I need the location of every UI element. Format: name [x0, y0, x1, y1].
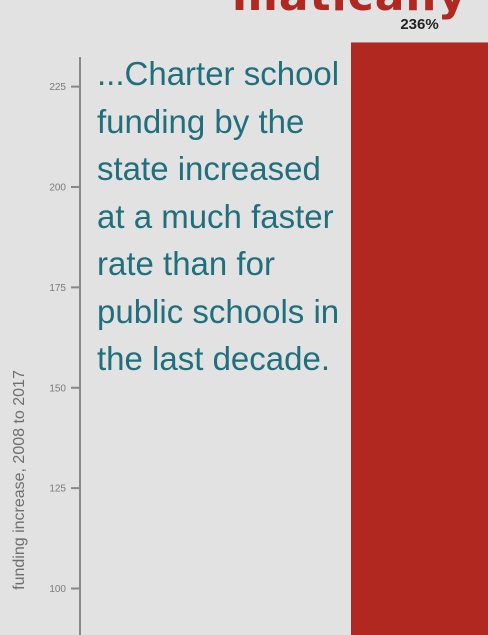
callout-text: ...Charter school funding by the state i… — [97, 55, 340, 377]
bar-data-label: 236% — [400, 16, 439, 34]
y-tick-label: 100 — [49, 584, 66, 595]
y-tick-label: 125 — [49, 484, 66, 495]
y-tick-label: 175 — [49, 283, 66, 294]
y-tick-label: 200 — [49, 183, 66, 194]
y-tick-label: 150 — [49, 383, 66, 394]
headline-text: matically — [232, 0, 467, 21]
y-tick-label: 225 — [49, 82, 66, 93]
bar-charter-schools — [351, 42, 488, 635]
y-axis-title: funding increase, 2008 to 2017 — [11, 370, 28, 590]
